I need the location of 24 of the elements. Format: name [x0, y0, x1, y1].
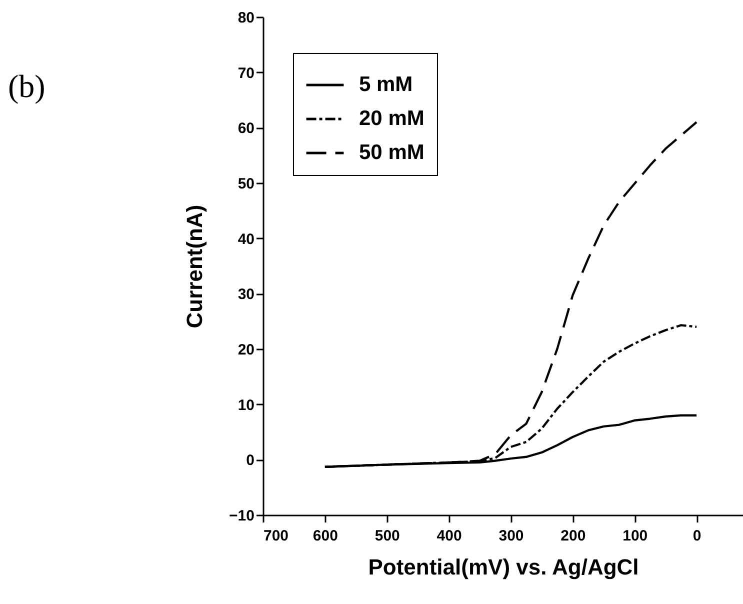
legend-label: 5 mM [359, 73, 413, 96]
y-tick-label: 0 [246, 452, 254, 470]
x-tick-label: 0 [692, 528, 702, 544]
y-tick-label: 50 [238, 176, 254, 192]
x-tick-label: 200 [560, 528, 586, 544]
y-tick-label: −10 [229, 508, 254, 524]
x-tick-label: 100 [622, 528, 648, 544]
y-tick-label: 60 [238, 120, 254, 138]
y-tick-label: 40 [238, 230, 254, 248]
legend-label: 50 mM [359, 141, 424, 164]
x-tick-label: 600 [312, 528, 338, 544]
x-tick-label: 400 [436, 528, 462, 544]
legend-label: 20 mM [359, 107, 424, 130]
y-tick-label: 20 [238, 342, 254, 358]
x-tick-label: 500 [374, 528, 400, 544]
text: (b) [8, 68, 46, 105]
x-tick-label: 300 [498, 528, 524, 544]
y-tick-label: 80 [238, 10, 254, 26]
x-tick-label: 700 [264, 528, 289, 544]
y-tick-label: 70 [238, 64, 254, 82]
y-tick-label: 10 [238, 396, 254, 414]
y-axis-title: Current(nA) [182, 204, 208, 328]
y-tick-label: 30 [238, 286, 254, 304]
x-axis-title: Potential(mV) vs. Ag/AgCl [368, 554, 639, 580]
